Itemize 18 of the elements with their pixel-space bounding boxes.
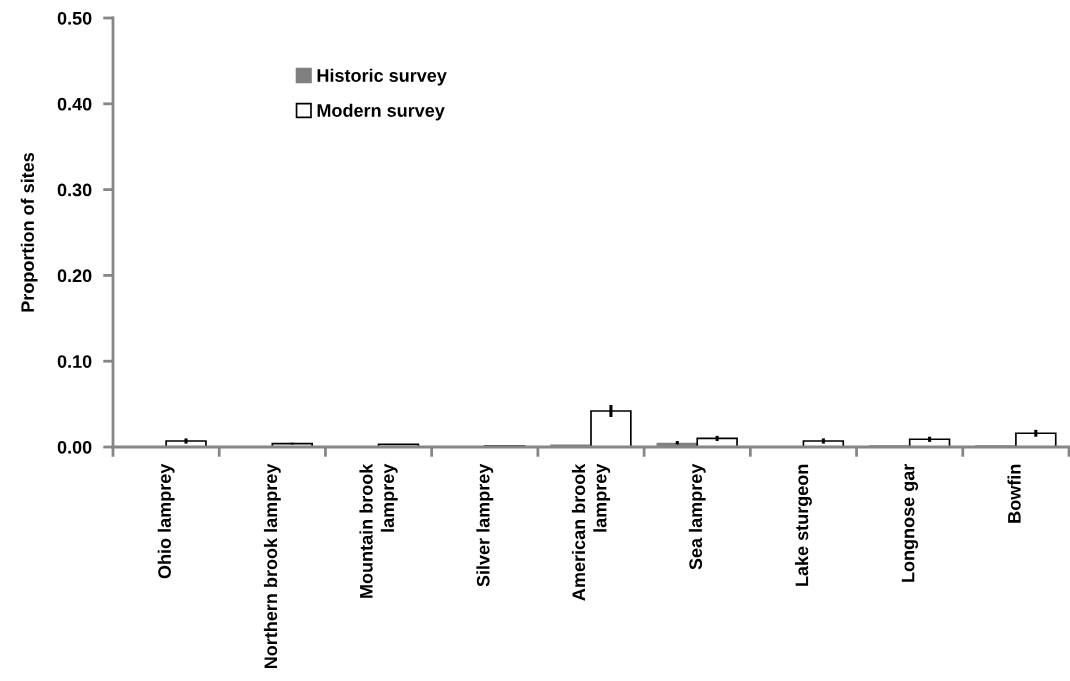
x-tick-label: Northern brook lamprey — [263, 463, 281, 669]
x-tick-label: Longnose gar — [901, 463, 919, 582]
y-tick-label: 0.30 — [57, 183, 92, 197]
y-tick-label: 0.50 — [57, 11, 92, 25]
x-tick-label: Bowfin — [1007, 464, 1021, 523]
x-tick-label: Mountain brook lamprey — [359, 463, 398, 598]
legend-label: Modern survey — [317, 103, 445, 121]
x-tick-label: Ohio lamprey — [157, 463, 175, 579]
legend-label: Historic survey — [317, 68, 447, 86]
x-tick-label: Lake sturgeon — [794, 464, 812, 586]
y-axis-title: Proportion of sites — [20, 152, 38, 312]
y-tick-label: 0.00 — [57, 440, 92, 454]
y-tick-label: 0.20 — [57, 269, 92, 283]
x-tick-label: American brook lamprey — [571, 463, 611, 601]
y-tick-label: 0.10 — [57, 355, 92, 368]
y-tick-label: 0.40 — [57, 97, 92, 111]
x-tick-label: Sea lamprey — [688, 463, 706, 570]
x-tick-label: Silver lamprey — [476, 463, 494, 587]
